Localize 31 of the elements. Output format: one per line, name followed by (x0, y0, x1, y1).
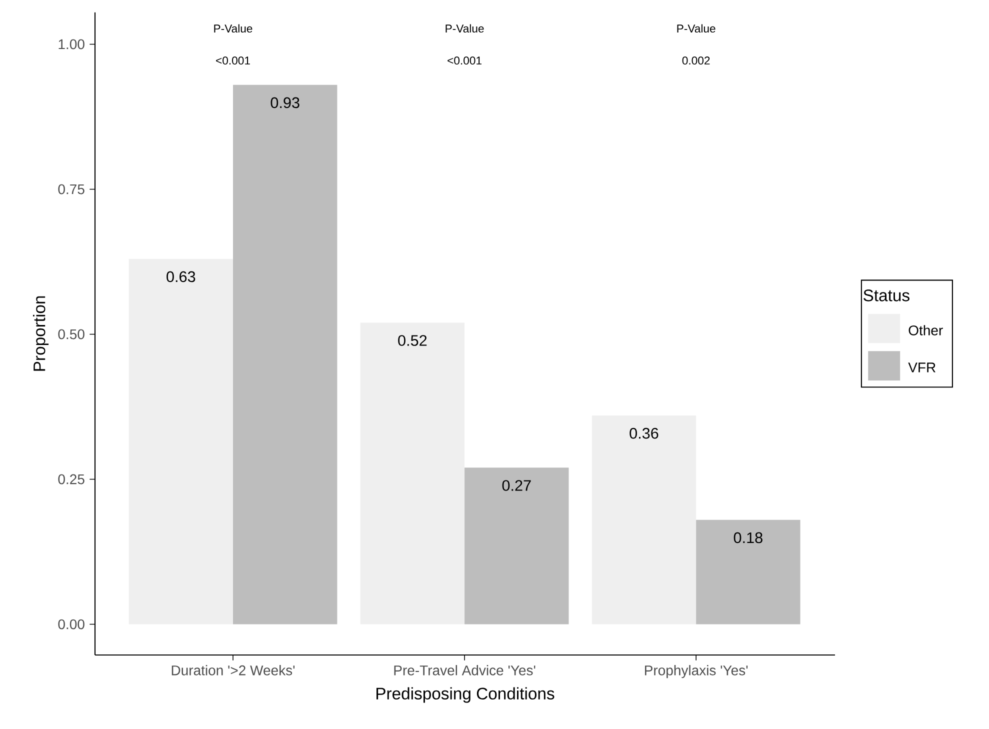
annotation: 0.002 (682, 56, 710, 65)
bar (464, 468, 569, 624)
data-label: 0.63 (166, 271, 196, 282)
data-label: 0.93 (270, 97, 300, 108)
data-label: 0.18 (734, 532, 762, 544)
bar (233, 84, 338, 624)
annotation: <0.001 (216, 56, 250, 65)
annotation: P-Value (677, 24, 716, 33)
y-tick-label: 0.25 (58, 474, 84, 484)
bar (128, 258, 233, 624)
legend-label: Other (908, 325, 943, 336)
x-tick-label: Duration '>2 Weeks' (172, 665, 295, 676)
y-tick-label: 0.00 (58, 619, 84, 630)
legend-title: Status (864, 290, 910, 302)
legend-label: VFR (908, 362, 936, 372)
annotation: <0.001 (448, 56, 482, 65)
y-tick-label: 0.75 (58, 184, 84, 194)
data-label: 0.52 (398, 335, 427, 346)
y-tick-label: 0.50 (58, 329, 84, 340)
annotation: P-Value (214, 24, 252, 33)
y-axis-title: Proportion (33, 296, 49, 371)
x-axis-title: Predisposing Conditions (376, 687, 554, 703)
x-tick-label: Pre-Travel Advice 'Yes' (394, 665, 536, 676)
annotation: P-Value (446, 24, 484, 33)
bar (360, 322, 465, 624)
bar (592, 415, 696, 624)
bar (696, 520, 800, 624)
data-label: 0.27 (502, 480, 531, 491)
data-label: 0.36 (630, 428, 658, 439)
y-tick-label: 1.00 (58, 39, 84, 50)
x-tick-label: Prophylaxis 'Yes' (645, 665, 748, 678)
